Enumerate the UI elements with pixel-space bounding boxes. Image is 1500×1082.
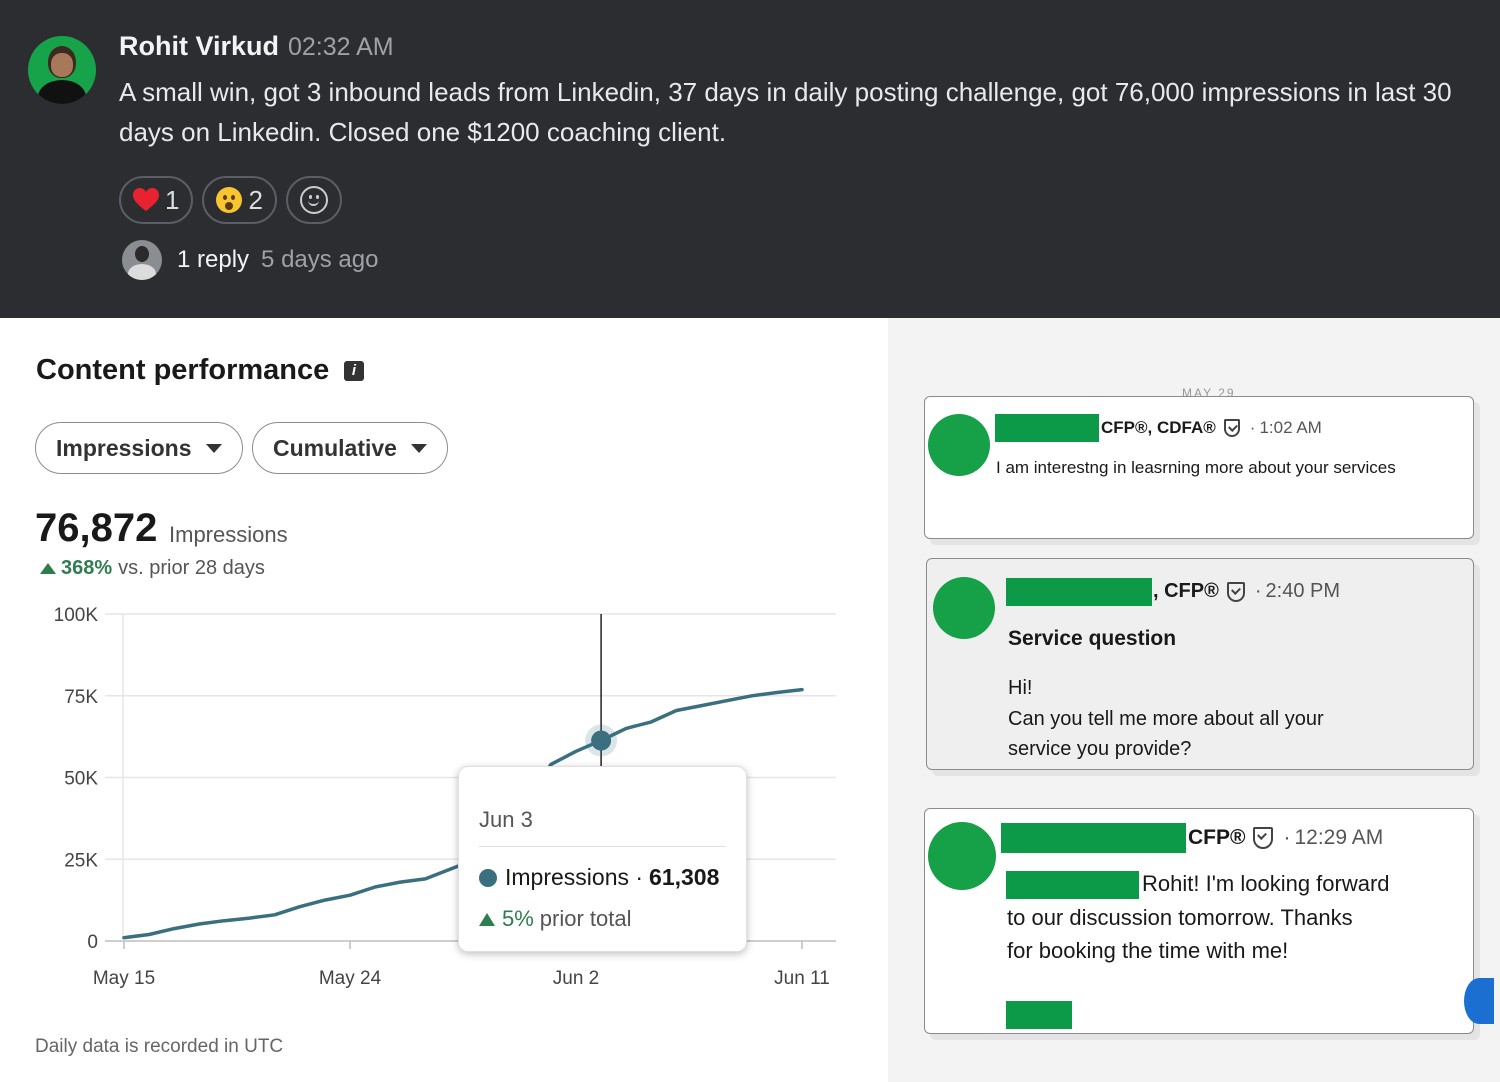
dm-header: CFP®, CDFA® · 1:02 AM [1101, 418, 1322, 438]
y-tick-label: 25K [64, 850, 98, 871]
mode-dropdown-label: Cumulative [273, 434, 397, 461]
up-triangle-icon [40, 563, 56, 574]
tooltip-series-name: Impressions [505, 864, 629, 890]
tooltip-date: Jun 3 [479, 807, 533, 832]
reply-time: 5 days ago [261, 246, 379, 273]
dm-body: Can you tell me more about all your serv… [1008, 708, 1324, 760]
delta-percent: 368% [61, 557, 113, 579]
verified-shield-icon [1223, 419, 1240, 437]
message-text: A small win, got 3 inbound leads from Li… [119, 77, 1452, 147]
x-tick-label: Jun 11 [774, 968, 830, 989]
dm-time: 1:02 AM [1259, 418, 1322, 437]
redacted-name [995, 414, 1099, 442]
scroll-indicator[interactable] [1464, 978, 1494, 1024]
chart-tooltip: Jun 3 Impressions · 61,308 5% prior tota… [458, 766, 747, 952]
thread-replies[interactable]: 1 reply 5 days ago [122, 240, 378, 280]
message-time: 02:32 AM [288, 33, 394, 61]
dm-card-2[interactable]: , CFP® · 2:40 PM Service question Hi! Ca… [926, 558, 1474, 770]
delta-text: vs. prior 28 days [118, 557, 265, 579]
dm-screenshots: MAY 29 CFP®, CDFA® · 1:02 AM I am intere… [888, 318, 1500, 1082]
verified-shield-icon [1226, 581, 1245, 602]
metric-dropdown[interactable]: Impressions [35, 422, 243, 474]
sender-avatar [928, 414, 990, 476]
total-unit: Impressions [169, 522, 288, 547]
y-tick-label: 0 [87, 932, 98, 953]
tooltip-delta-percent: 5% [502, 906, 534, 931]
reaction-count: 1 [165, 184, 180, 215]
dm-card-1[interactable]: CFP®, CDFA® · 1:02 AM I am interestng in… [924, 396, 1474, 539]
sender-credential: CFP® [1188, 826, 1246, 849]
panel-title: Content performance [36, 354, 330, 386]
redacted-name [1006, 578, 1152, 606]
delta-row: 368% vs. prior 28 days [40, 557, 265, 580]
reaction-heart[interactable]: 1 [119, 176, 194, 224]
mode-dropdown[interactable]: Cumulative [252, 422, 448, 474]
sender-credential: , CFP® [1153, 580, 1219, 602]
chat-message: Rohit Virkud 02:32 AM A small win, got 3… [0, 0, 1500, 318]
x-tick-label: Jun 2 [553, 968, 599, 989]
add-emoji-icon [299, 186, 328, 214]
y-tick-label: 50K [64, 769, 98, 790]
redacted-name [1001, 823, 1186, 853]
metric-dropdown-label: Impressions [56, 434, 192, 461]
author-name[interactable]: Rohit Virkud [119, 31, 280, 61]
dm-body-line-2: to our discussion tomorrow. Thanks [1007, 905, 1353, 930]
dm-body-line-1: Rohit! I'm looking forward [1142, 871, 1390, 896]
tooltip-series-row: Impressions · 61,308 [479, 864, 719, 891]
reply-avatar [122, 240, 162, 280]
dm-header: CFP® · 12:29 AM [1188, 826, 1383, 850]
total-impressions: 76,872 [35, 506, 158, 550]
sender-avatar [933, 577, 995, 639]
content-performance-panel: Content performance i Impressions Cumula… [0, 318, 888, 1082]
redacted-name [1006, 871, 1139, 899]
chart-footnote: Daily data is recorded in UTC [35, 1036, 284, 1057]
redacted-block [1006, 1001, 1072, 1029]
verified-shield-icon [1253, 827, 1274, 849]
reaction-hushed[interactable]: 2 [202, 176, 277, 224]
tooltip-delta-row: 5% prior total [479, 906, 632, 932]
series-dot-icon [479, 868, 497, 887]
dm-body: I am interestng in leasrning more about … [996, 458, 1396, 477]
info-icon[interactable]: i [344, 361, 364, 381]
dm-time-prefix: · [1283, 826, 1291, 849]
dm-time: 2:40 PM [1265, 580, 1341, 602]
dm-card-3[interactable]: CFP® · 12:29 AM Rohit! I'm looking forwa… [924, 808, 1474, 1034]
y-tick-label: 75K [64, 687, 98, 708]
tooltip-divider [479, 846, 726, 847]
up-triangle-icon [479, 912, 495, 926]
caret-down-icon [410, 443, 427, 453]
reaction-count: 2 [248, 184, 263, 215]
heart-emoji-icon [133, 188, 159, 211]
dm-header: , CFP® · 2:40 PM [1153, 580, 1340, 603]
dm-time: 12:29 AM [1294, 826, 1384, 849]
hushed-face-emoji-icon [216, 187, 243, 213]
x-tick-label: May 15 [93, 968, 155, 989]
x-tick-label: May 24 [319, 968, 382, 989]
caret-down-icon [205, 443, 222, 453]
dm-subject: Service question [1008, 627, 1177, 650]
dm-body-line-3: for booking the time with me! [1007, 938, 1289, 963]
reaction-bar: 1 2 [119, 176, 342, 224]
y-tick-label: 100K [54, 605, 99, 626]
hover-point [591, 730, 612, 751]
impressions-chart[interactable]: 0 25K 50K 75K 100K May 15 May 24 Jun 2 Jun 11 [0, 588, 888, 1008]
add-reaction-button[interactable] [285, 176, 342, 224]
author-avatar[interactable] [28, 36, 96, 104]
dm-time-prefix: · [1249, 418, 1256, 437]
sender-avatar [928, 822, 996, 890]
tooltip-delta-text: prior total [539, 906, 632, 931]
tooltip-value: 61,308 [649, 864, 720, 890]
dm-time-prefix: · [1254, 580, 1262, 602]
reply-count[interactable]: 1 reply [177, 246, 250, 273]
sender-credential: CFP®, CDFA® [1101, 418, 1216, 437]
dm-greeting: Hi! [1008, 677, 1033, 699]
